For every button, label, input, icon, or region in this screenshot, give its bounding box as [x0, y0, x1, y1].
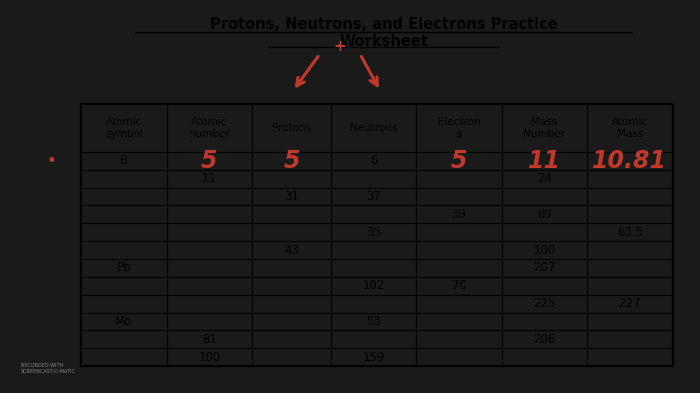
Text: Protons, Neutrons, and Electrons Practice: Protons, Neutrons, and Electrons Practic… — [210, 17, 557, 32]
Text: Worksheet: Worksheet — [339, 34, 428, 49]
Text: 10.81: 10.81 — [592, 149, 667, 173]
Text: Atomic
Mass: Atomic Mass — [612, 117, 648, 139]
Text: 43: 43 — [284, 244, 299, 257]
Text: 207: 207 — [533, 261, 556, 274]
Text: Pb: Pb — [117, 261, 131, 274]
Text: •: • — [46, 152, 56, 170]
Text: 35: 35 — [366, 226, 381, 239]
Text: 227: 227 — [619, 297, 641, 310]
Text: 206: 206 — [533, 333, 556, 346]
Text: 5: 5 — [284, 149, 300, 173]
Text: Atomic
symbol: Atomic symbol — [105, 117, 143, 139]
Text: 102: 102 — [363, 279, 385, 292]
Text: Mo: Mo — [116, 315, 132, 328]
Text: Protons: Protons — [272, 123, 311, 133]
Text: 6: 6 — [370, 154, 377, 167]
Text: 53: 53 — [366, 315, 381, 328]
Text: 37: 37 — [366, 190, 381, 203]
Text: 159: 159 — [363, 351, 385, 364]
Text: Electron
s: Electron s — [438, 117, 480, 139]
Text: 31: 31 — [284, 190, 299, 203]
Text: 63.5: 63.5 — [617, 226, 643, 239]
Text: 5: 5 — [451, 149, 468, 173]
Text: 225: 225 — [533, 297, 556, 310]
Text: 11: 11 — [202, 172, 217, 185]
Text: 70: 70 — [452, 279, 466, 292]
Text: RECORDED WITH
SCREENCAST-O-MATIC: RECORDED WITH SCREENCAST-O-MATIC — [21, 363, 76, 374]
Text: 39: 39 — [452, 208, 466, 221]
Text: 100: 100 — [198, 351, 220, 364]
Text: 89: 89 — [537, 208, 552, 221]
Bar — [81, 104, 673, 366]
Text: 5: 5 — [201, 149, 218, 173]
Text: 11: 11 — [528, 149, 561, 173]
Text: B: B — [120, 154, 128, 167]
Text: +: + — [333, 39, 346, 54]
Text: Atomic
number: Atomic number — [189, 117, 230, 139]
Text: Neutrons: Neutrons — [350, 123, 398, 133]
Text: 81: 81 — [202, 333, 217, 346]
Text: 24: 24 — [537, 172, 552, 185]
Text: 100: 100 — [533, 244, 556, 257]
Text: Mass
Number: Mass Number — [524, 117, 566, 139]
